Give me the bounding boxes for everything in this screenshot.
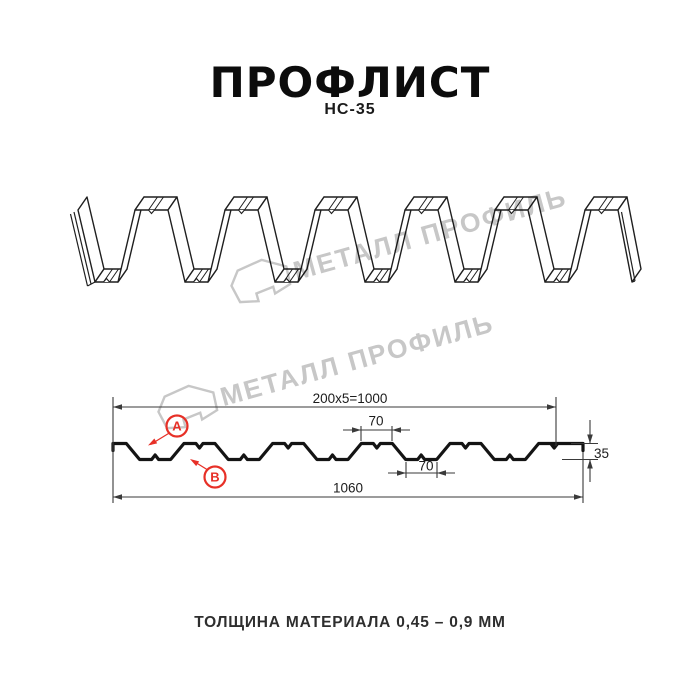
arrowhead-icon [587, 459, 593, 469]
arrowhead-icon [547, 404, 556, 410]
groove-line [148, 196, 164, 211]
groove-notch [553, 277, 560, 283]
groove-notch [598, 209, 605, 215]
sheet-3d-view [69, 196, 642, 287]
watermark-3d: МЕТАЛЛ ПРОФИЛЬ [230, 182, 570, 304]
sheet-face [167, 196, 195, 283]
side-a-badge [165, 414, 189, 438]
page-title: ПРОФЛИСТ [209, 58, 491, 107]
metall-profil-logo-icon [157, 384, 219, 430]
dim-top-flange-label: 70 [368, 414, 383, 429]
groove-notch [418, 209, 425, 215]
side-b-label: B [210, 470, 219, 485]
groove-notch [463, 277, 470, 283]
extension-line [562, 442, 598, 461]
arrowhead-icon [113, 494, 122, 500]
arrowhead-icon [587, 434, 593, 444]
sheet-face [617, 196, 642, 283]
arrowhead-icon [397, 470, 406, 476]
arrowhead-icon [352, 427, 361, 433]
arrowhead-icon [113, 404, 122, 410]
arrowhead-icon [392, 427, 401, 433]
side-labels [148, 432, 208, 471]
dim-overall-width-label: 1060 [333, 481, 363, 496]
cut-edge-lines [69, 211, 96, 287]
side-a-label: A [172, 419, 182, 434]
watermark-cross-section: МЕТАЛЛ ПРОФИЛЬ [157, 308, 497, 430]
groove-line [598, 196, 614, 211]
groove-line [238, 196, 254, 211]
groove-line [508, 196, 524, 211]
profile-model-subtitle: НС-35 [324, 101, 376, 118]
groove-notch [238, 209, 245, 215]
arrowhead-icon [574, 494, 583, 500]
cut-edge-lines [620, 211, 636, 283]
metall-profil-logo-icon [230, 258, 292, 304]
groove-line [418, 196, 434, 211]
arrowhead-icon [437, 470, 446, 476]
groove-notch [373, 277, 380, 283]
side-b-badge [203, 465, 227, 489]
sheet-face [257, 196, 285, 283]
extension-line [405, 462, 438, 478]
arrowhead-icon [190, 459, 200, 467]
material-thickness-note: ТОЛЩИНА МАТЕРИАЛА 0,45 – 0,9 ММ [194, 614, 506, 631]
dimension-lines [112, 397, 598, 503]
dim-bottom-flange-label: 70 [418, 459, 433, 474]
groove-notch [148, 209, 155, 215]
groove-notch [103, 277, 110, 283]
extension-line [360, 426, 393, 441]
profile-outline [111, 441, 585, 462]
groove-notch [193, 277, 200, 283]
sheet-face [77, 196, 105, 283]
dim-profile-height-label: 35 [594, 446, 609, 461]
groove-notch [508, 209, 515, 215]
dim-working-width-label: 200x5=1000 [313, 391, 388, 406]
groove-line [328, 196, 344, 211]
arrowhead-icon [148, 438, 158, 446]
groove-notch [328, 209, 335, 215]
cross-section-profile [111, 441, 585, 462]
